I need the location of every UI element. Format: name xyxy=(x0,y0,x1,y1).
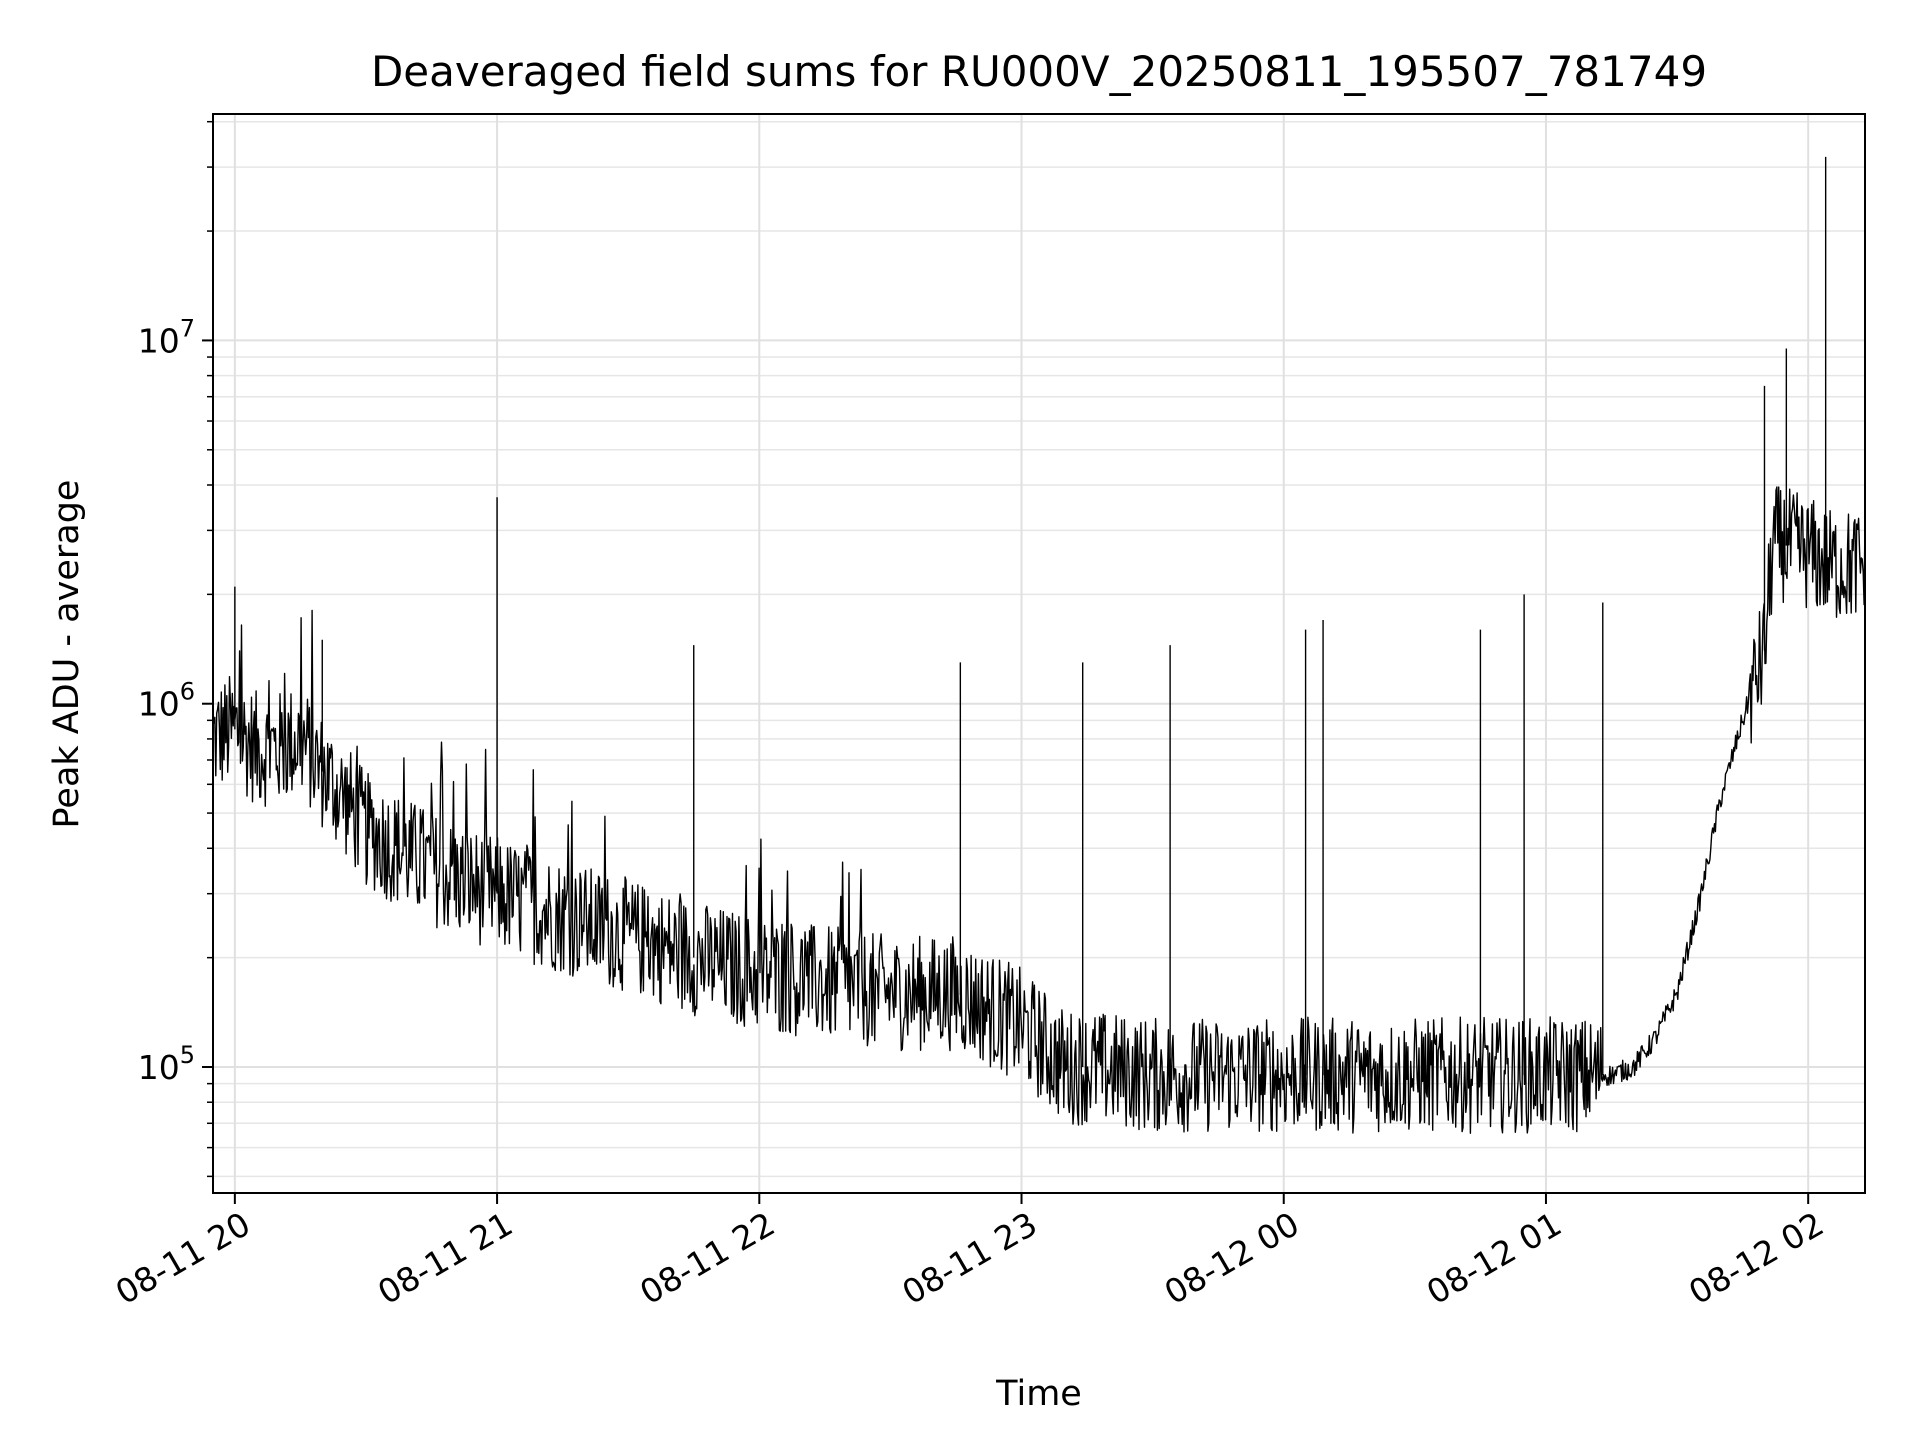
x-axis-label: Time xyxy=(995,1374,1082,1414)
y-tick-label: 106 xyxy=(138,678,195,724)
y-axis-label: Peak ADU - average xyxy=(47,480,87,829)
plot-frame xyxy=(212,113,1866,1194)
y-tick-label: 107 xyxy=(138,314,195,360)
chart-title: Deaveraged field sums for RU000V_2025081… xyxy=(371,47,1707,96)
grid-layer xyxy=(213,114,1865,1193)
series-line xyxy=(212,486,1866,1134)
y-tick-label: 105 xyxy=(138,1041,195,1087)
series-layer xyxy=(212,156,1866,1134)
